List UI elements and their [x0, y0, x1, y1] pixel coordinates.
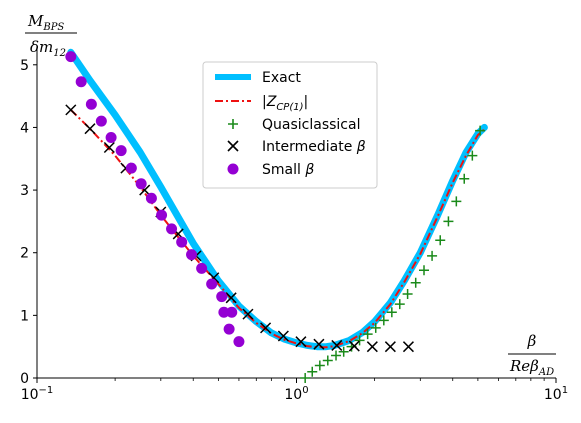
svg-text:Small β: Small β — [262, 162, 314, 178]
small-beta-point — [233, 336, 245, 348]
quasiclassical-point — [331, 350, 342, 361]
quasiclassical-point — [370, 322, 381, 333]
intermediate-beta-point — [402, 341, 414, 353]
small-beta-point — [166, 223, 178, 235]
legend: Exact |ZCP(1)| Quasiclassical Intermedia… — [202, 61, 378, 189]
small-beta-point — [176, 236, 188, 248]
legend-item-zcp1: |ZCP(1)| — [215, 94, 308, 113]
quasiclassical-point — [338, 346, 349, 357]
quasiclassical-point — [314, 360, 325, 371]
small-beta-point — [156, 209, 168, 221]
svg-text:|ZCP(1)|: |ZCP(1)| — [262, 94, 308, 113]
small-beta-point — [218, 306, 230, 318]
axis-ticks: 0 1 2 3 4 5 10−1 100 101 — [20, 58, 568, 403]
quasiclassical-point — [435, 235, 446, 246]
quasiclassical-point — [419, 265, 430, 276]
svg-text:β: β — [527, 332, 537, 350]
quasiclassical-point — [362, 329, 373, 340]
intermediate-beta-point — [313, 338, 325, 350]
intermediate-beta-point — [65, 104, 77, 116]
small-beta-point — [85, 98, 97, 110]
small-beta-point — [216, 291, 228, 303]
intermediate-beta-point — [242, 308, 254, 320]
quasiclassical-point — [443, 216, 454, 227]
intermediate-beta-point — [277, 330, 289, 342]
small-beta-point — [196, 262, 208, 274]
quasiclassical-point — [402, 289, 413, 300]
intermediate-beta-point — [384, 341, 396, 353]
legend-item-quasiclassical: Quasiclassical — [228, 117, 360, 133]
quasiclassical-point — [354, 335, 365, 346]
intermediate-beta-point — [260, 322, 272, 334]
y-tick-label: 1 — [20, 308, 29, 324]
small-beta-point — [135, 178, 147, 190]
quasiclassical-point — [386, 307, 397, 318]
legend-box — [202, 61, 378, 189]
intermediate-beta-point — [225, 292, 237, 304]
intermediate-beta-point — [84, 123, 96, 135]
y-tick-label: 4 — [20, 120, 29, 136]
legend-item-small-beta: Small β — [227, 162, 314, 178]
quasiclassical-point — [410, 277, 421, 288]
legend-item-exact: Exact — [215, 70, 301, 86]
y-tick-label: 3 — [20, 183, 29, 199]
svg-text:ReβAD: ReβAD — [509, 357, 554, 378]
quasiclassical-point — [451, 196, 462, 207]
y-axis-label: MBPS δm12 — [25, 12, 77, 59]
quasiclassical-point — [300, 373, 311, 383]
svg-text:Intermediate β: Intermediate β — [262, 139, 366, 155]
small-beta-point — [95, 115, 107, 127]
x-tick-label: 100 — [284, 385, 308, 403]
intermediate-beta-point — [366, 341, 378, 353]
quasiclassical-point — [427, 250, 438, 261]
plot-area — [65, 48, 488, 383]
svg-text:MBPS: MBPS — [27, 12, 64, 33]
intermediate-beta-point — [331, 339, 343, 351]
legend-item-intermediate-beta: Intermediate β — [227, 139, 366, 155]
quasiclassical-point — [459, 173, 470, 184]
y-tick-label: 5 — [20, 58, 29, 74]
intermediate-beta-point — [295, 336, 307, 348]
svg-text:Quasiclassical: Quasiclassical — [262, 117, 360, 133]
x-tick-label: 101 — [544, 385, 568, 403]
svg-text:δm12: δm12 — [30, 38, 66, 59]
small-beta-point — [115, 145, 127, 157]
small-beta-point — [226, 306, 238, 318]
quasiclassical-point — [394, 299, 405, 310]
svg-text:Exact: Exact — [262, 70, 301, 86]
y-tick-label: 0 — [20, 371, 29, 387]
quasiclassical-point — [307, 366, 318, 377]
x-axis-label: β ReβAD — [508, 332, 556, 378]
quasiclassical-point — [467, 150, 478, 161]
x-tick-label: 10−1 — [21, 385, 54, 403]
y-tick-label: 2 — [20, 246, 29, 262]
quasiclassical-point — [475, 125, 486, 136]
small-beta-point — [105, 131, 117, 143]
series-zcp1-line — [70, 109, 486, 349]
intermediate-beta-point — [348, 340, 360, 352]
quasiclassical-point — [322, 355, 333, 366]
small-beta-point — [206, 278, 218, 290]
small-beta-point — [186, 249, 198, 261]
small-beta-point — [223, 323, 235, 335]
quasiclassical-point — [378, 315, 389, 326]
small-beta-point — [75, 76, 87, 88]
intermediate-beta-point — [103, 141, 115, 154]
small-beta-point — [125, 162, 137, 174]
small-beta-point — [145, 192, 157, 204]
small-beta-point — [65, 51, 77, 63]
